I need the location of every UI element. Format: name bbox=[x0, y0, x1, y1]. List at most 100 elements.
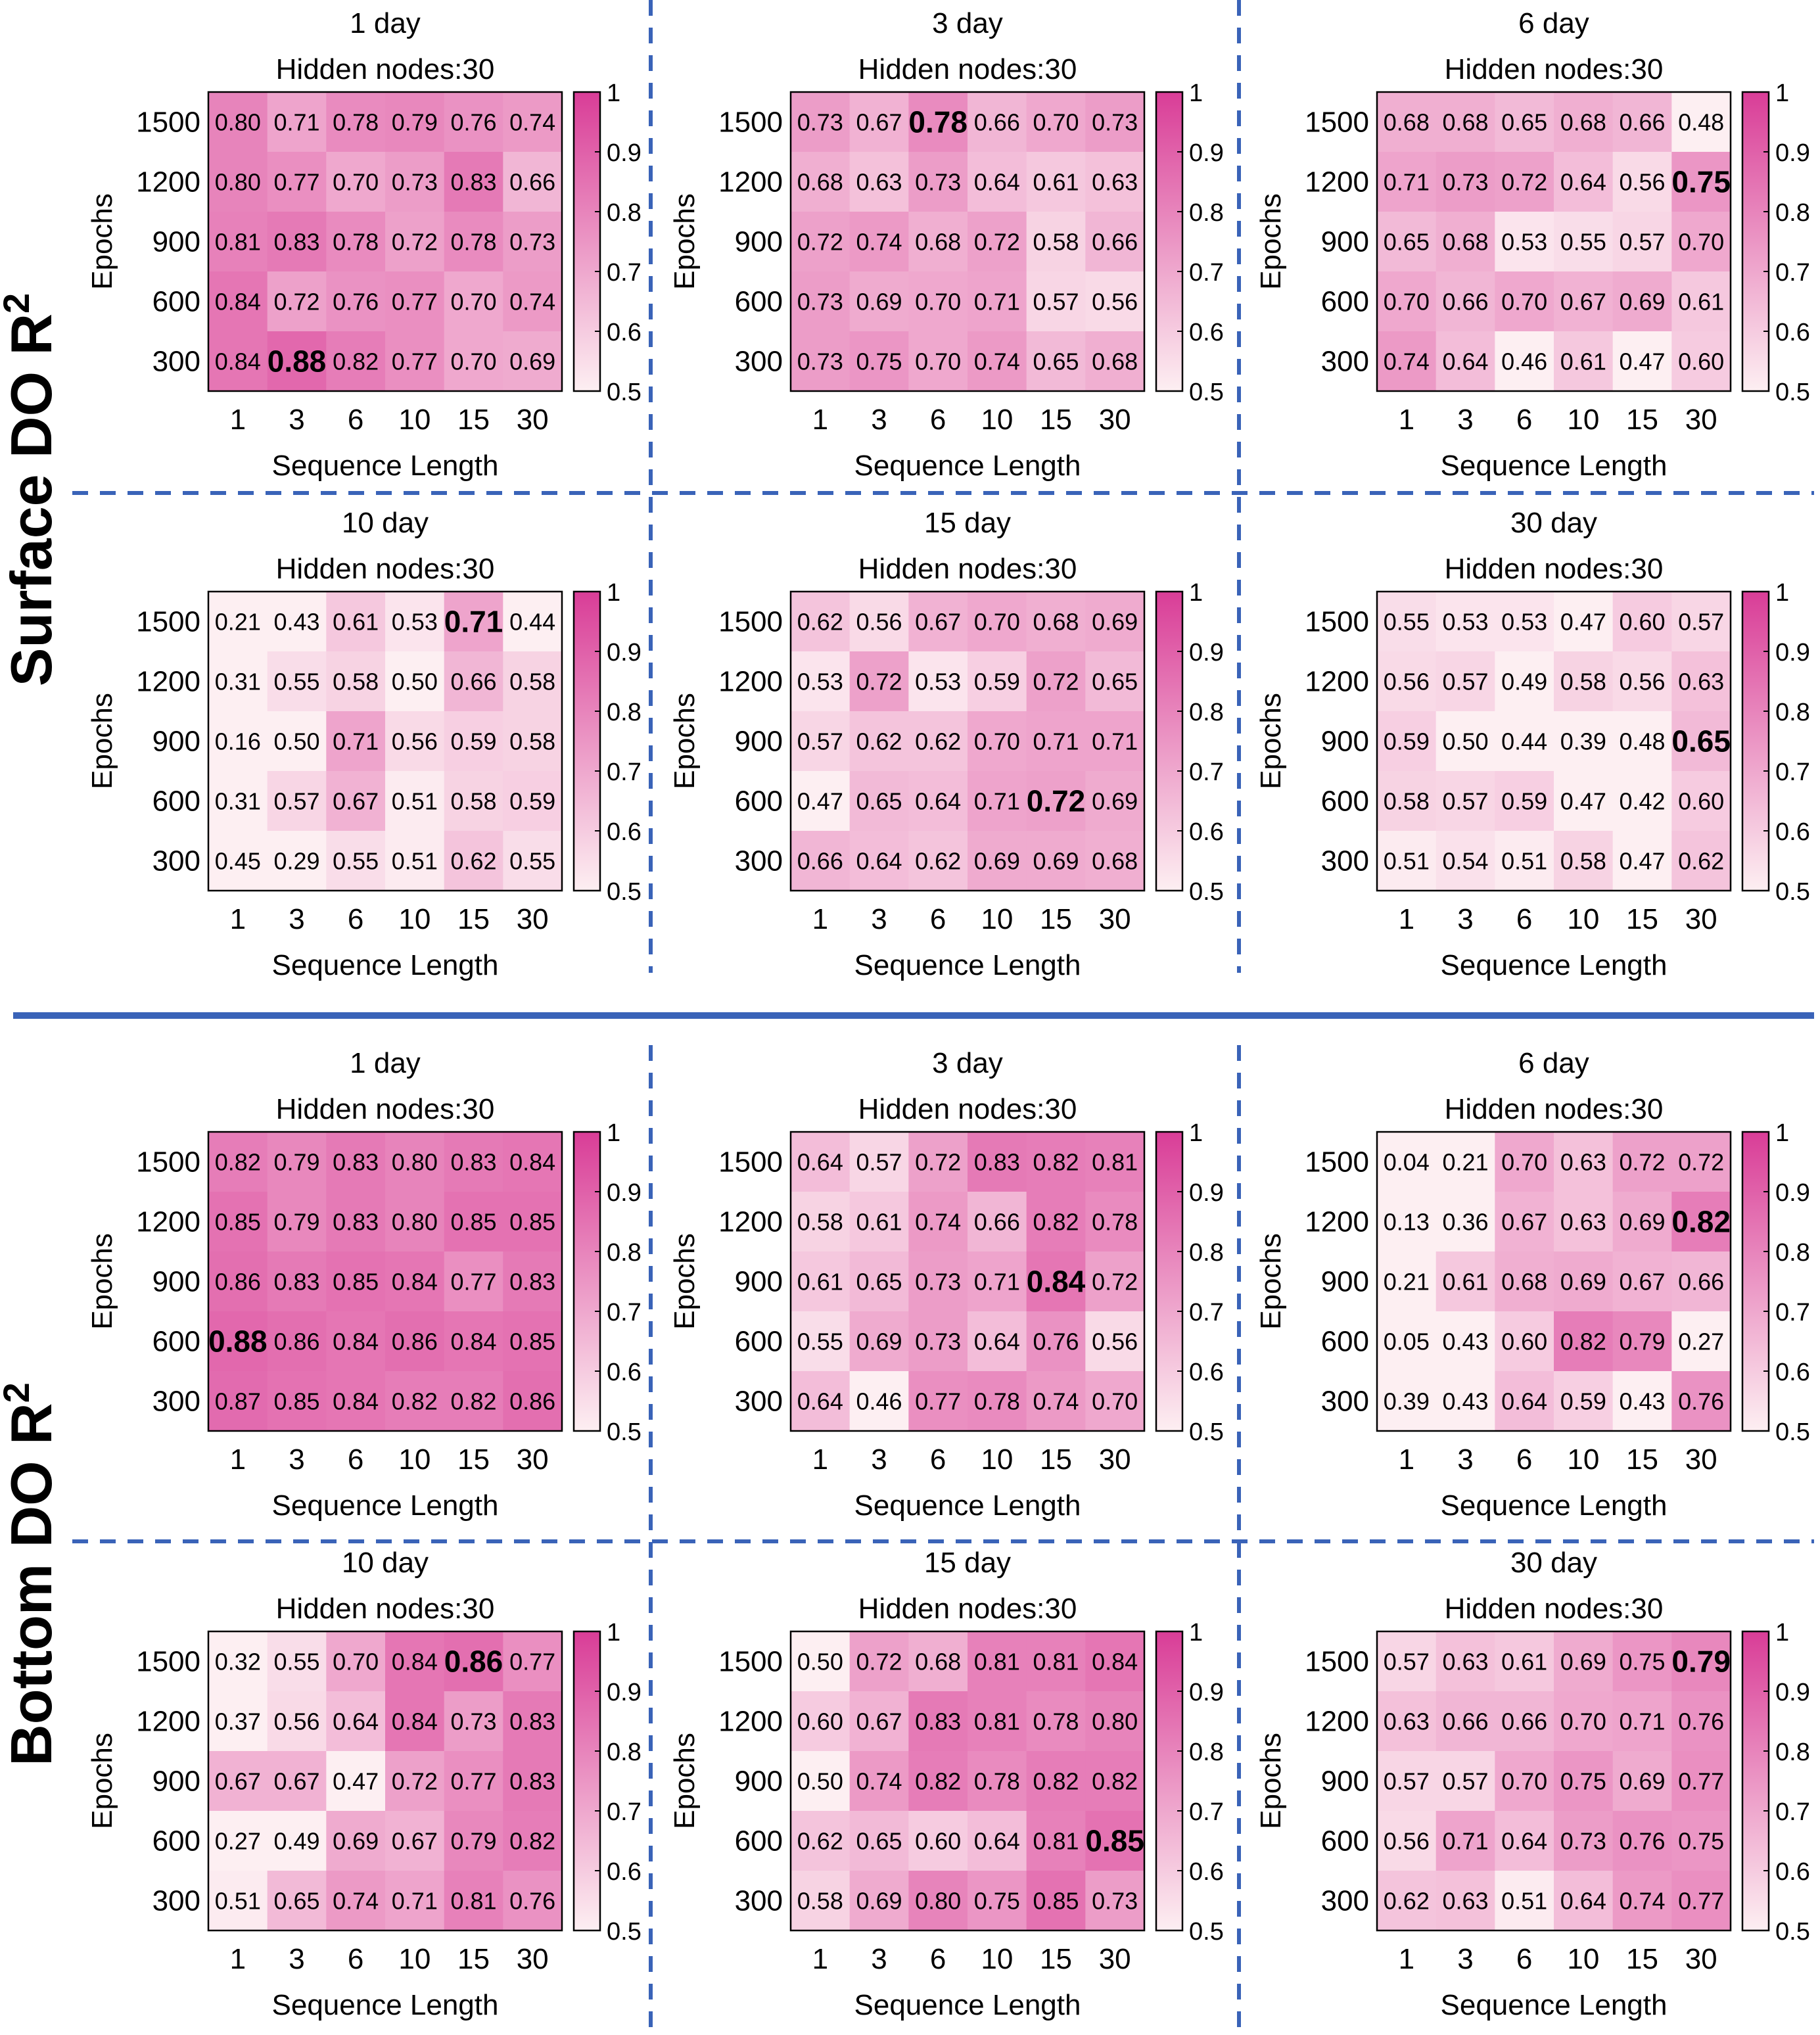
cell-value: 0.74 bbox=[915, 1209, 961, 1236]
cell-value: 0.58 bbox=[797, 1209, 843, 1236]
cell-value: 0.68 bbox=[1384, 109, 1430, 136]
x-tick-label: 6 bbox=[1516, 903, 1532, 935]
colorbar-tick-label: 0.9 bbox=[1189, 139, 1224, 167]
cell-value: 0.64 bbox=[797, 1388, 843, 1415]
colorbar-tick-label: 0.9 bbox=[607, 1679, 642, 1706]
heatmap-cell bbox=[326, 1871, 386, 1931]
heatmap-cell bbox=[849, 711, 909, 772]
cell-value: 0.56 bbox=[1092, 289, 1138, 316]
cell-value: 0.51 bbox=[1501, 848, 1547, 875]
heatmap-cell bbox=[1435, 1132, 1495, 1192]
cell-value: 0.62 bbox=[450, 848, 496, 875]
colorbar-tick-label: 0.5 bbox=[607, 878, 642, 906]
cell-value: 0.70 bbox=[450, 348, 496, 375]
heatmap-cell bbox=[1495, 152, 1554, 212]
heatmap-cell bbox=[1554, 1132, 1614, 1192]
cell-value: 0.58 bbox=[509, 668, 555, 695]
cell-value: 0.81 bbox=[1092, 1149, 1138, 1176]
heatmap-cell bbox=[791, 271, 851, 332]
colorbar-tick-label: 0.9 bbox=[607, 139, 642, 167]
cell-value: 0.45 bbox=[215, 848, 261, 875]
heatmap-cell bbox=[908, 1871, 968, 1931]
colorbar-tick-label: 0.6 bbox=[1189, 1359, 1224, 1386]
heatmap-cell bbox=[385, 331, 445, 392]
y-axis-label: Epochs bbox=[1255, 193, 1287, 290]
cell-value: 0.65 bbox=[1092, 668, 1138, 695]
heatmap-cell bbox=[791, 1192, 851, 1252]
cell-value: 0.37 bbox=[215, 1708, 261, 1735]
y-tick-label: 1500 bbox=[718, 106, 783, 139]
cell-value: 0.82 bbox=[1033, 1768, 1079, 1795]
y-tick-label: 600 bbox=[1321, 286, 1369, 318]
colorbar-tick-label: 0.9 bbox=[1189, 1179, 1224, 1207]
x-tick-label: 15 bbox=[1626, 903, 1658, 935]
cell-value: 0.72 bbox=[797, 229, 843, 256]
cell-value: 0.78 bbox=[1092, 1209, 1138, 1236]
cell-value: 0.73 bbox=[797, 348, 843, 375]
heatmap-cell bbox=[444, 592, 503, 652]
x-tick-label: 15 bbox=[1626, 1943, 1658, 1975]
cell-value: 0.70 bbox=[915, 289, 961, 316]
heatmap-cell bbox=[1026, 711, 1086, 772]
cell-value: 0.85 bbox=[273, 1388, 319, 1415]
y-tick-label: 900 bbox=[1321, 1266, 1369, 1298]
cell-value: 0.70 bbox=[1501, 1768, 1547, 1795]
cell-value: 0.61 bbox=[1678, 289, 1724, 316]
heatmap-cell bbox=[1435, 152, 1495, 212]
heatmap-cell bbox=[1495, 1371, 1554, 1432]
cell-value: 0.57 bbox=[1619, 229, 1665, 256]
heatmap-cell bbox=[1377, 1251, 1437, 1312]
y-tick-label: 300 bbox=[1321, 1885, 1369, 1917]
heatmap-cell bbox=[1085, 1691, 1145, 1752]
cell-value: 0.58 bbox=[509, 728, 555, 755]
cell-labels: 0.73 0.67 0.78 0.66 0.70 0.730.68 0.63 0.73 0.64… bbox=[797, 105, 1138, 375]
colorbar-tick-label: 0.5 bbox=[1775, 1418, 1810, 1446]
heatmap-cell bbox=[1377, 1631, 1437, 1692]
cell-value: 0.76 bbox=[509, 1888, 555, 1915]
chart-title: 3 day bbox=[932, 1047, 1003, 1079]
heatmap-cell bbox=[1671, 1251, 1731, 1312]
x-tick-label: 3 bbox=[289, 903, 304, 935]
heatmap-cell bbox=[791, 1871, 851, 1931]
heatmap-cell bbox=[1612, 651, 1672, 712]
heatmap-cell bbox=[791, 1132, 851, 1192]
y-tick-label: 900 bbox=[735, 1266, 783, 1298]
chart-title: 30 day bbox=[1510, 507, 1597, 539]
heatmap-cell bbox=[208, 1811, 268, 1871]
heatmap-cell bbox=[1671, 152, 1731, 212]
heatmap-cell bbox=[385, 592, 445, 652]
cell-value: 0.67 bbox=[915, 609, 961, 636]
heatmap-cell bbox=[968, 1311, 1027, 1372]
y-axis-label: Epochs bbox=[86, 193, 118, 290]
colorbar-tick-label: 0.7 bbox=[1775, 259, 1810, 287]
x-tick-label: 1 bbox=[1399, 1943, 1414, 1975]
cell-value: 0.87 bbox=[215, 1388, 261, 1415]
colorbar-tick-label: 0.8 bbox=[1775, 1239, 1810, 1267]
cell-value: 0.59 bbox=[1501, 788, 1547, 815]
x-tick-label: 3 bbox=[289, 1443, 304, 1476]
x-tick-label: 10 bbox=[1567, 1943, 1599, 1975]
colorbar-tick-label: 1 bbox=[1189, 80, 1203, 107]
x-axis-label: Sequence Length bbox=[272, 450, 499, 482]
cell-value: 0.43 bbox=[273, 609, 319, 636]
cell-value: 0.74 bbox=[509, 289, 555, 316]
heatmap-cell bbox=[1554, 1251, 1614, 1312]
heatmap-cell bbox=[1435, 271, 1495, 332]
cell-value: 0.21 bbox=[215, 609, 261, 636]
heatmap-cell bbox=[385, 212, 445, 272]
colorbar-tick-label: 0.6 bbox=[1189, 1858, 1224, 1886]
cell-value: 0.66 bbox=[1442, 1708, 1488, 1735]
x-tick-label: 30 bbox=[1099, 903, 1131, 935]
colorbar-tick-label: 0.8 bbox=[607, 1739, 642, 1766]
cell-value: 0.75 bbox=[974, 1888, 1020, 1915]
heatmap-cell bbox=[1671, 831, 1731, 891]
cell-value: 0.60 bbox=[1678, 348, 1724, 375]
heatmap-cell bbox=[208, 271, 268, 332]
cell-value: 0.50 bbox=[273, 728, 319, 755]
x-tick-label: 10 bbox=[981, 1943, 1013, 1975]
heatmap-cell bbox=[326, 1192, 386, 1252]
colorbar-tick-label: 0.8 bbox=[1189, 1739, 1224, 1766]
heatmap-cell bbox=[908, 1192, 968, 1252]
